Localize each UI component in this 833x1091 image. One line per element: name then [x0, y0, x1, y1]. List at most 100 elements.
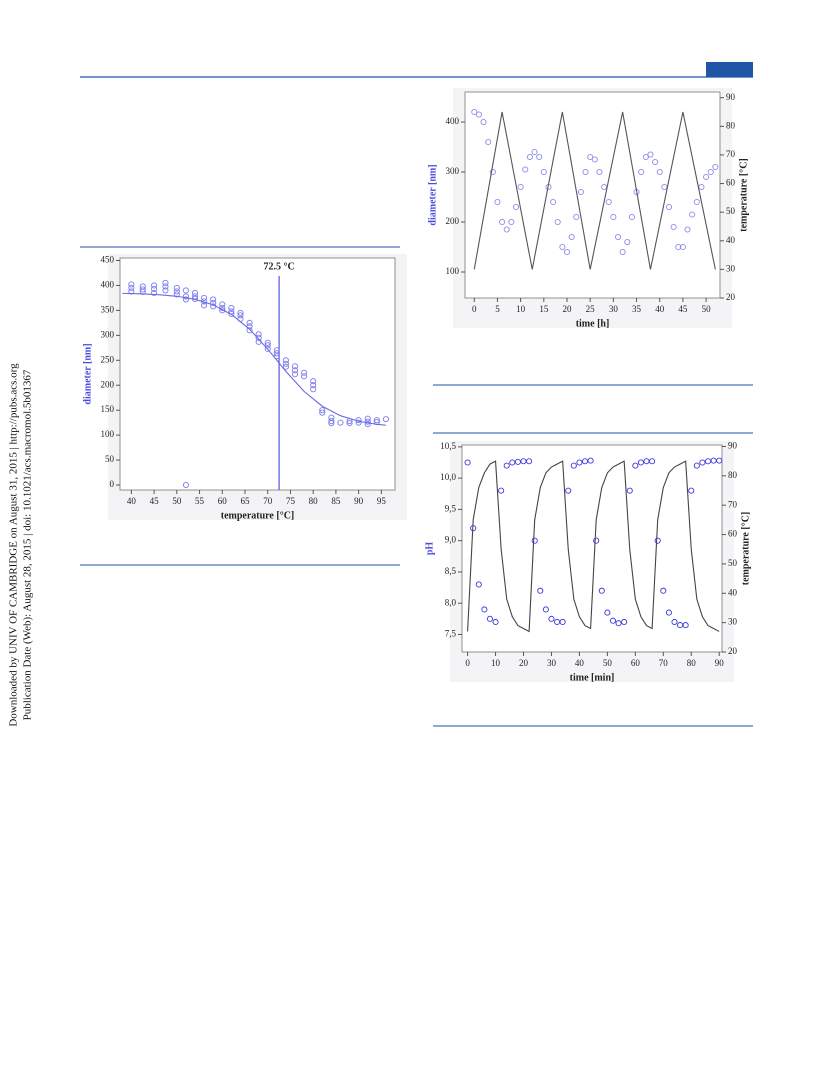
- x-tick-label: 50: [172, 496, 182, 506]
- data-point: [587, 153, 594, 161]
- data-point: [509, 459, 516, 466]
- data-point: [605, 198, 612, 206]
- y-tick-label: 8,5: [445, 566, 457, 576]
- data-point: [581, 458, 589, 465]
- data-point: [570, 462, 577, 469]
- y2-tick-label: 60: [728, 529, 738, 539]
- data-point: [548, 615, 555, 622]
- data-point: [565, 487, 572, 494]
- data-point: [264, 342, 271, 349]
- data-point: [665, 609, 672, 616]
- data-point: [582, 168, 589, 176]
- y2-tick-label: 30: [728, 617, 738, 627]
- data-point: [486, 615, 494, 622]
- data-point: [647, 151, 654, 158]
- data-point: [526, 458, 533, 465]
- y2-tick-label: 20: [726, 292, 736, 302]
- data-point: [173, 284, 180, 291]
- data-point: [264, 339, 271, 346]
- y2-tick-label: 50: [726, 206, 736, 216]
- data-point: [716, 457, 723, 464]
- data-point: [609, 617, 617, 624]
- data-point: [531, 537, 538, 544]
- y-tick-label: 300: [101, 329, 115, 339]
- data-point: [162, 283, 169, 290]
- x-tick-label: 20: [519, 658, 529, 668]
- data-point: [273, 347, 280, 354]
- x-tick-label: 85: [331, 496, 341, 506]
- data-point: [621, 618, 628, 626]
- data-point: [480, 118, 487, 126]
- y2-axis-label: temperature [°C]: [740, 512, 751, 586]
- x-tick-label: 10: [491, 658, 501, 668]
- data-line: [122, 292, 386, 426]
- y-axis-label: diameter [nm]: [82, 343, 93, 404]
- data-point: [626, 487, 633, 494]
- data-point: [688, 487, 695, 494]
- x-tick-label: 95: [377, 496, 387, 506]
- data-point: [522, 166, 529, 173]
- y2-axis-label: temperature [°C]: [738, 158, 749, 232]
- y2-tick-label: 80: [726, 120, 736, 130]
- data-point: [517, 183, 524, 191]
- x-tick-label: 25: [586, 304, 596, 314]
- y-axis-label: pH: [424, 542, 435, 556]
- data-point: [536, 153, 543, 161]
- data-point: [228, 310, 235, 317]
- data-point: [489, 168, 496, 176]
- x-tick-label: 5: [495, 304, 500, 314]
- data-point: [282, 360, 289, 367]
- x-tick-label: 10: [516, 304, 526, 314]
- data-point: [598, 587, 605, 594]
- y2-tick-label: 70: [726, 149, 736, 159]
- x-tick-label: 90: [354, 496, 364, 506]
- data-point: [624, 238, 631, 246]
- x-tick-label: 70: [263, 496, 273, 506]
- y-tick-label: 8,0: [445, 597, 457, 607]
- data-point: [642, 153, 649, 161]
- data-point: [498, 487, 505, 494]
- data-point: [475, 581, 482, 588]
- data-point: [554, 218, 561, 226]
- data-point: [273, 350, 280, 357]
- x-tick-label: 45: [678, 304, 688, 314]
- data-point: [615, 620, 622, 627]
- data-point: [707, 168, 714, 176]
- x-tick-label: 15: [539, 304, 549, 314]
- data-point: [704, 458, 712, 465]
- data-point: [139, 288, 146, 295]
- plot-area: [119, 257, 396, 491]
- y-tick-label: 400: [446, 116, 460, 126]
- data-point: [228, 304, 235, 311]
- x-tick-label: 65: [241, 496, 251, 506]
- data-point: [282, 363, 289, 370]
- x-tick-label: 30: [609, 304, 619, 314]
- x-tick-label: 40: [655, 304, 665, 314]
- x-tick-label: 80: [309, 496, 319, 506]
- data-point: [610, 213, 617, 221]
- y-axis-label: diameter [nm]: [427, 164, 438, 225]
- data-point: [246, 327, 253, 334]
- x-tick-label: 20: [563, 304, 573, 314]
- x-tick-label: 80: [687, 658, 697, 668]
- data-point: [577, 188, 584, 196]
- x-tick-label: 90: [715, 658, 725, 668]
- data-point: [310, 378, 317, 385]
- data-point: [526, 153, 533, 161]
- y-tick-label: 450: [101, 255, 115, 265]
- data-point: [675, 243, 682, 251]
- data-point: [542, 606, 549, 613]
- data-point: [699, 459, 706, 466]
- data-point: [373, 417, 380, 424]
- data-point: [481, 606, 488, 613]
- y-tick-label: 9,0: [445, 535, 457, 545]
- data-point: [173, 288, 180, 295]
- data-point: [563, 248, 571, 256]
- y2-tick-label: 90: [728, 441, 738, 451]
- y-tick-label: 200: [101, 379, 115, 389]
- header-tab: [706, 62, 753, 77]
- x-tick-label: 60: [631, 658, 641, 668]
- plot-area: [464, 91, 721, 299]
- y-tick-label: 50: [105, 454, 115, 464]
